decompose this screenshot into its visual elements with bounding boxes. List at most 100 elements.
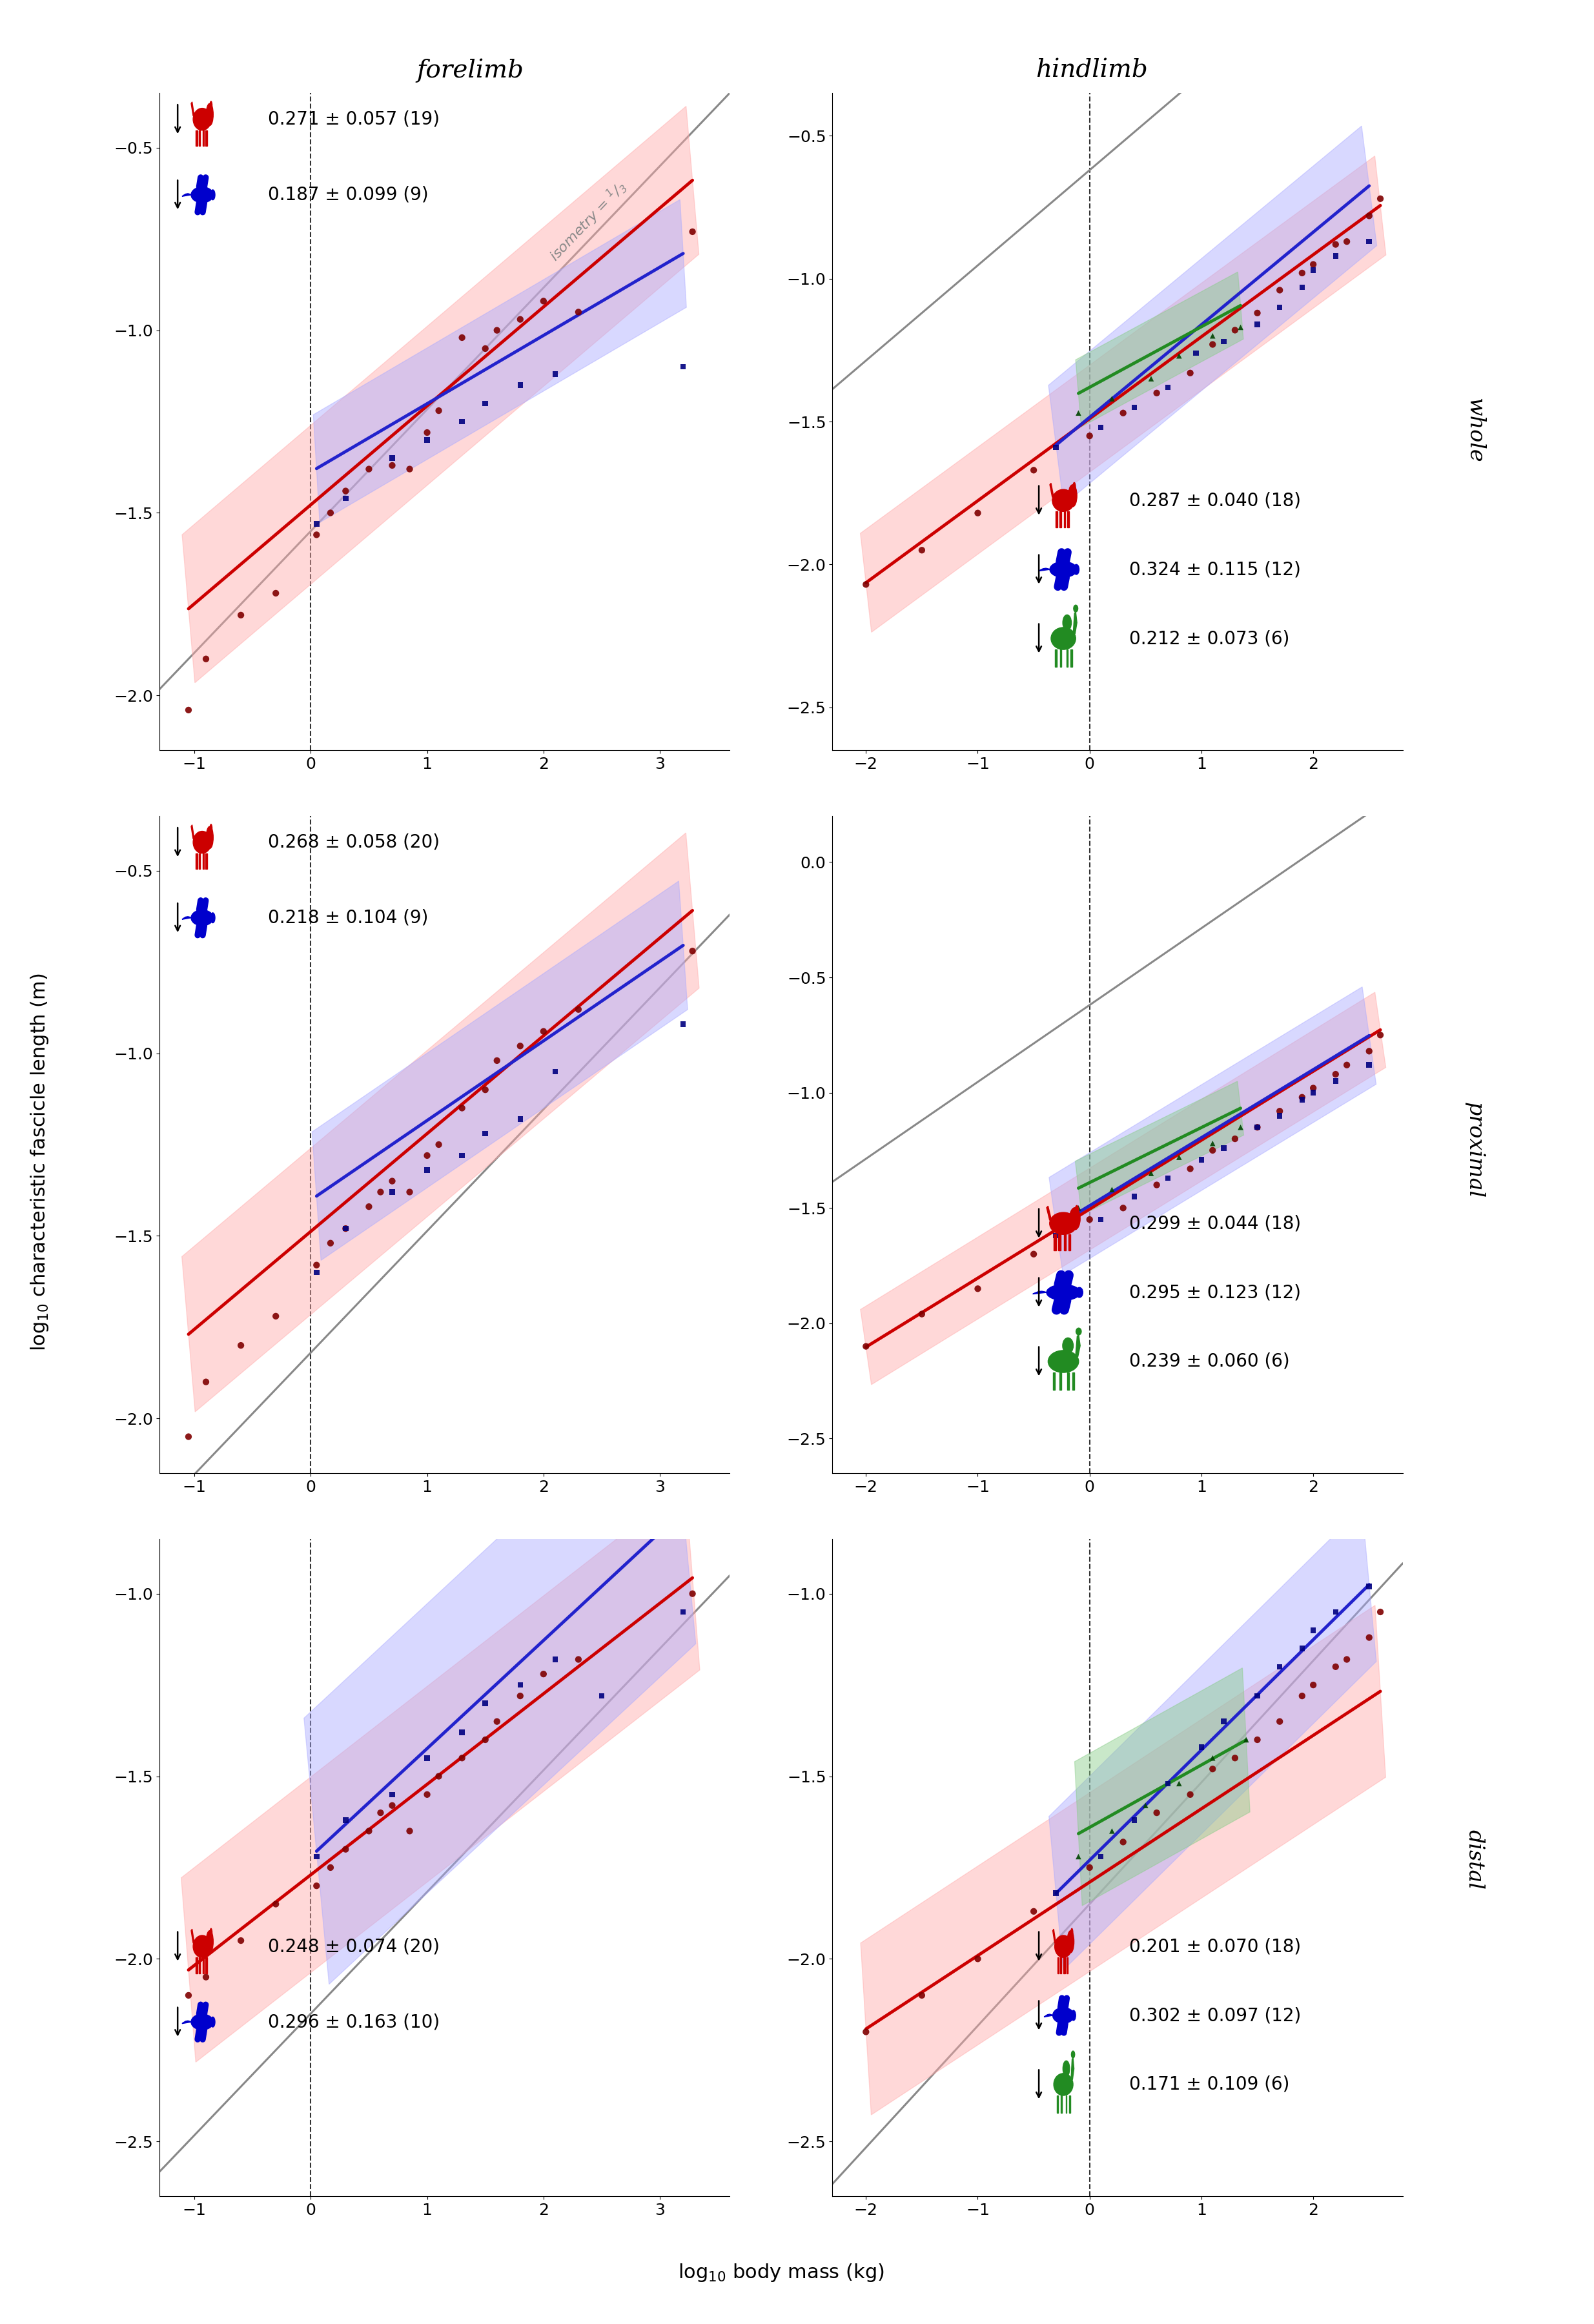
Point	[1301, 1074, 1326, 1111]
Point	[1356, 198, 1382, 235]
Point	[304, 1253, 330, 1290]
Point	[1156, 370, 1181, 407]
Point	[304, 504, 330, 541]
Point	[1301, 246, 1326, 284]
Point	[193, 1959, 218, 1996]
Polygon shape	[182, 107, 698, 683]
Point	[333, 1831, 359, 1868]
FancyBboxPatch shape	[1054, 1373, 1055, 1390]
Point	[379, 1787, 405, 1824]
Point	[472, 1071, 497, 1109]
Point	[414, 421, 440, 458]
Point	[1290, 1081, 1315, 1118]
Point	[853, 565, 878, 602]
Text: forelimb: forelimb	[416, 58, 524, 81]
Polygon shape	[1076, 1334, 1081, 1357]
Point	[1211, 1703, 1237, 1741]
Point	[1144, 1794, 1170, 1831]
Ellipse shape	[210, 2017, 215, 2027]
Point	[588, 1678, 614, 1715]
Point	[1290, 1078, 1315, 1116]
Point	[1020, 451, 1046, 488]
Point	[1200, 1132, 1226, 1169]
Ellipse shape	[1050, 627, 1076, 648]
Point	[304, 516, 330, 553]
Point	[1178, 1776, 1203, 1813]
Point	[1183, 335, 1208, 372]
Point	[909, 1294, 934, 1332]
Point	[1223, 1738, 1248, 1776]
Point	[507, 1027, 532, 1064]
Point	[263, 1885, 289, 1922]
Point	[1334, 1046, 1360, 1083]
Point	[1078, 1850, 1103, 1887]
Text: 0.302 ± 0.097 (12): 0.302 ± 0.097 (12)	[1129, 2006, 1301, 2024]
Polygon shape	[1049, 1508, 1376, 1971]
Point	[1044, 1218, 1070, 1255]
Point	[175, 1978, 201, 2015]
Point	[1245, 295, 1270, 332]
Polygon shape	[1049, 125, 1377, 504]
FancyBboxPatch shape	[1063, 1234, 1066, 1250]
Point	[228, 597, 253, 634]
Point	[193, 1364, 218, 1401]
Point	[853, 2013, 878, 2050]
Ellipse shape	[1055, 1936, 1073, 1957]
Text: log$_{10}$ characteristic fascicle length (m): log$_{10}$ characteristic fascicle lengt…	[29, 974, 51, 1350]
Point	[1200, 325, 1226, 363]
Point	[1323, 1055, 1349, 1092]
Point	[333, 472, 359, 509]
Point	[472, 386, 497, 423]
Point	[304, 1838, 330, 1875]
Text: isometry = $\mathregular{^{1}/_{3}}$: isometry = $\mathregular{^{1}/_{3}}$	[545, 179, 630, 265]
Point	[1122, 1801, 1148, 1838]
Point	[507, 300, 532, 337]
Point	[1323, 1594, 1349, 1631]
Point	[1078, 418, 1103, 456]
Point	[485, 1041, 510, 1078]
Point	[485, 1703, 510, 1741]
Point	[379, 446, 405, 483]
Polygon shape	[191, 1929, 194, 1943]
Point	[1301, 1069, 1326, 1106]
Ellipse shape	[1047, 1285, 1081, 1301]
Point	[1301, 251, 1326, 288]
Text: log$_{10}$ body mass (kg): log$_{10}$ body mass (kg)	[677, 2261, 885, 2284]
Ellipse shape	[1063, 616, 1071, 630]
Point	[1156, 1764, 1181, 1801]
Point	[1078, 1202, 1103, 1239]
Polygon shape	[861, 992, 1385, 1385]
Point	[333, 479, 359, 516]
Point	[1290, 1678, 1315, 1715]
Ellipse shape	[1054, 2073, 1073, 2096]
Point	[1227, 309, 1253, 346]
Text: 0.271 ± 0.057 (19): 0.271 ± 0.057 (19)	[268, 109, 440, 128]
PathPatch shape	[182, 916, 191, 920]
Point	[1323, 225, 1349, 263]
Point	[1227, 1109, 1253, 1146]
Point	[397, 1174, 422, 1211]
Point	[450, 1136, 475, 1174]
Ellipse shape	[193, 1936, 212, 1957]
Point	[397, 451, 422, 488]
Ellipse shape	[1076, 1327, 1081, 1334]
FancyBboxPatch shape	[1073, 1373, 1074, 1390]
Ellipse shape	[1071, 2010, 1076, 2020]
Text: 0.187 ± 0.099 (9): 0.187 ± 0.099 (9)	[268, 186, 429, 205]
Point	[1020, 1236, 1046, 1274]
Text: 0.287 ± 0.040 (18): 0.287 ± 0.040 (18)	[1129, 490, 1301, 509]
Polygon shape	[191, 825, 194, 839]
Point	[175, 693, 201, 730]
Point	[450, 1090, 475, 1127]
Point	[1100, 1813, 1125, 1850]
Point	[228, 1327, 253, 1364]
Point	[317, 1850, 343, 1887]
Point	[1100, 1171, 1125, 1208]
Ellipse shape	[193, 109, 212, 130]
Point	[909, 532, 934, 569]
FancyBboxPatch shape	[1060, 511, 1062, 528]
Point	[566, 293, 591, 330]
Text: 0.171 ± 0.109 (6): 0.171 ± 0.109 (6)	[1129, 2075, 1290, 2094]
Point	[531, 1013, 556, 1050]
Point	[414, 1776, 440, 1813]
